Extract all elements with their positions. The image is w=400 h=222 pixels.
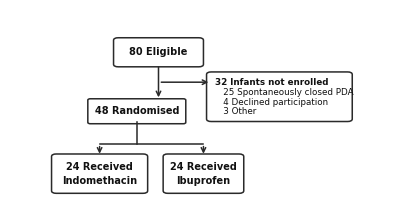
Text: 24 Received
Indomethacin: 24 Received Indomethacin xyxy=(62,162,137,186)
FancyBboxPatch shape xyxy=(206,72,352,121)
FancyBboxPatch shape xyxy=(163,154,244,193)
Text: 25 Spontaneously closed PDA: 25 Spontaneously closed PDA xyxy=(215,88,354,97)
Text: 32 Infants not enrolled: 32 Infants not enrolled xyxy=(215,78,328,87)
FancyBboxPatch shape xyxy=(52,154,148,193)
Text: 80 Eligible: 80 Eligible xyxy=(129,47,188,57)
FancyBboxPatch shape xyxy=(114,38,204,67)
Text: 3 Other: 3 Other xyxy=(215,107,256,117)
Text: 4 Declined participation: 4 Declined participation xyxy=(215,97,328,107)
Text: 48 Randomised: 48 Randomised xyxy=(94,106,179,116)
Text: 24 Received
Ibuprofen: 24 Received Ibuprofen xyxy=(170,162,237,186)
FancyBboxPatch shape xyxy=(88,99,186,124)
